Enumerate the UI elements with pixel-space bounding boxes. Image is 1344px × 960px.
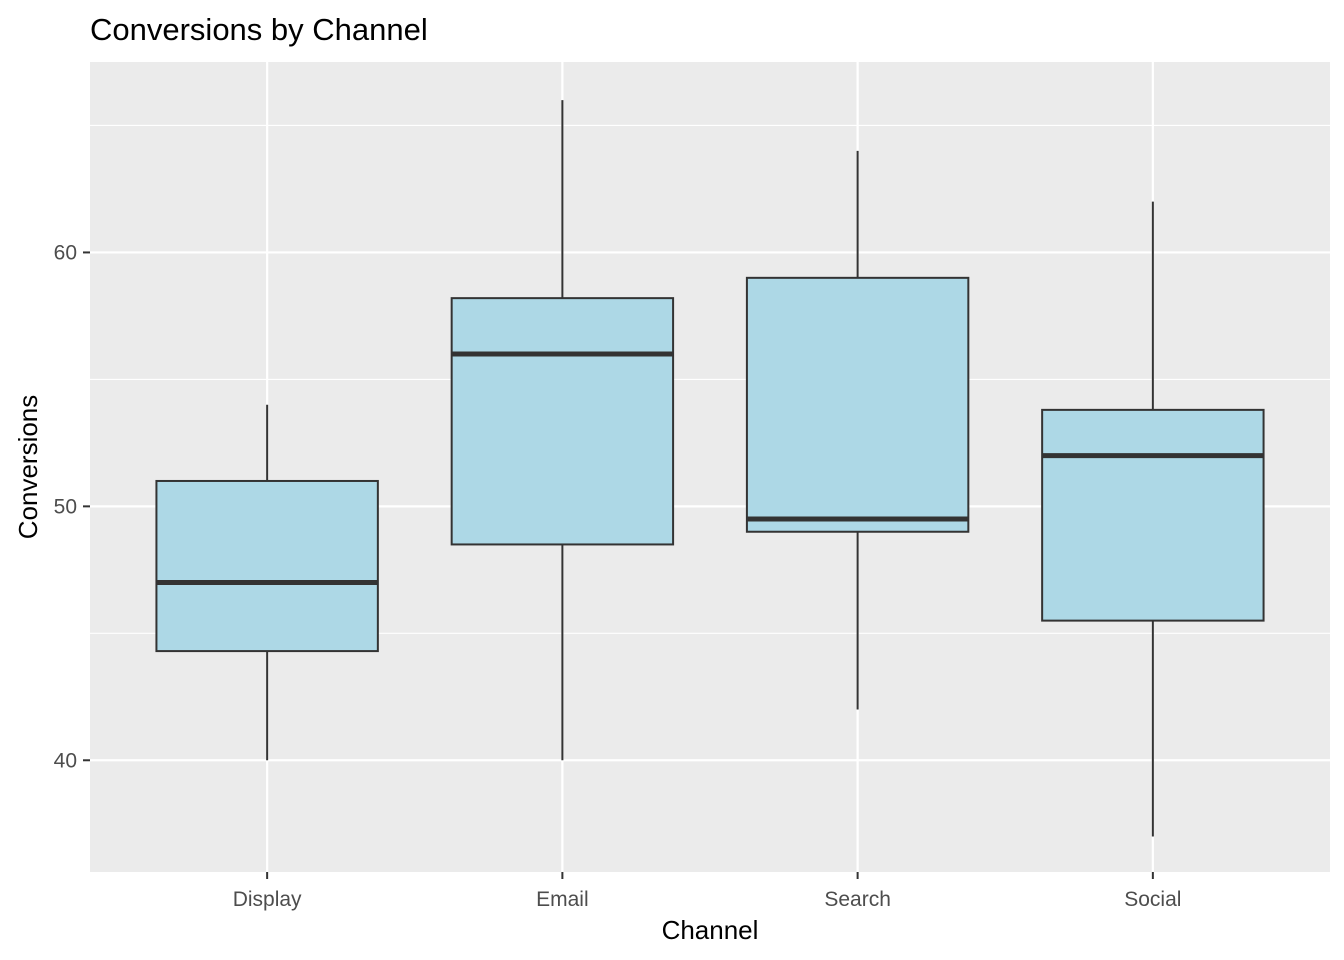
box-email [450,100,675,761]
y-tick-label: 50 [54,495,77,518]
chart-title: Conversions by Channel [90,12,428,47]
y-tick-label: 40 [54,749,77,772]
x-tick-label: Search [824,888,891,911]
box-display [155,404,379,761]
box-iqr [1041,408,1265,622]
box-iqr [450,297,675,546]
box-search [745,150,970,710]
y-axis-title: Conversions [13,395,43,540]
x-tick-label: Display [233,888,302,911]
x-tick-label: Social [1124,888,1181,911]
y-axis-ticks: 40 50 60 [54,241,90,772]
x-axis-title: Channel [662,915,759,945]
box-iqr [745,276,970,533]
x-tick-label: Email [536,888,589,911]
y-tick-label: 60 [54,241,77,264]
box-social [1041,201,1265,837]
box-layer [155,100,1265,837]
x-axis-ticks: Display Email Search Social [233,872,1181,911]
box-iqr [155,479,379,653]
